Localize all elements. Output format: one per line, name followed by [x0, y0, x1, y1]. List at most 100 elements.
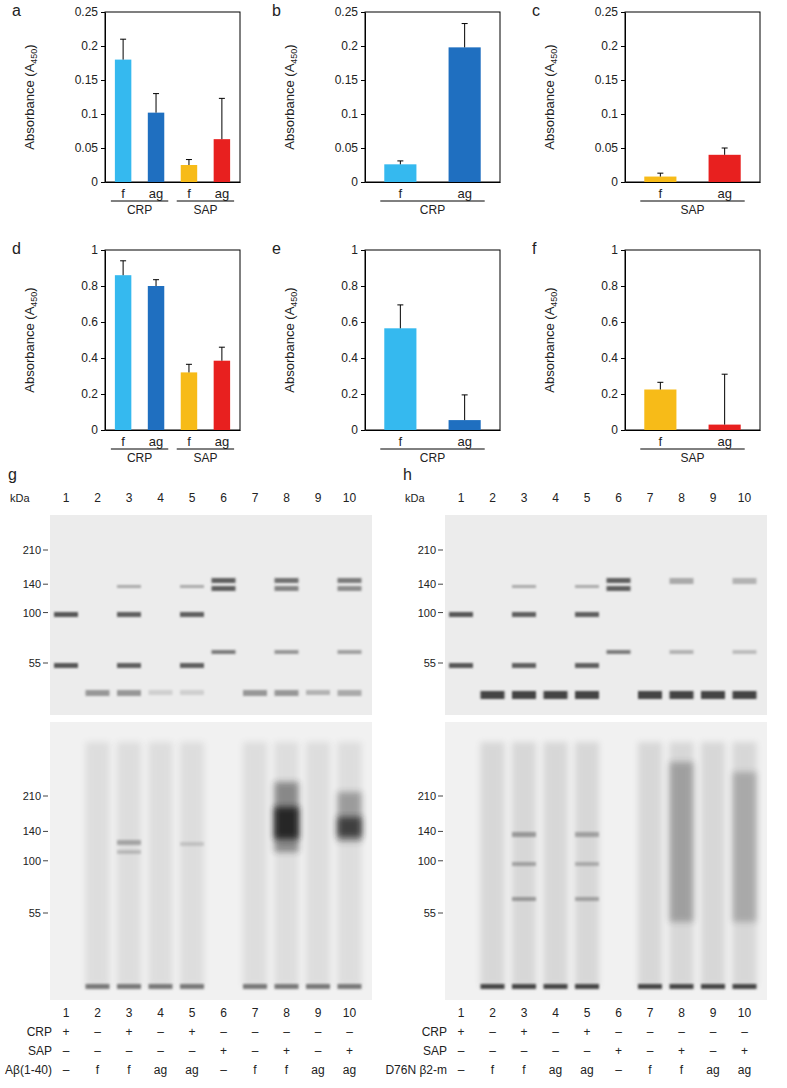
y-tick: 1 [611, 243, 625, 257]
row-value: – [458, 1044, 465, 1058]
panel-label: e [272, 240, 281, 257]
gel-band [607, 578, 631, 583]
row-value: ag [706, 1063, 719, 1077]
gel-band [338, 650, 362, 654]
lane-number: 4 [157, 491, 164, 505]
y-tick: 0.05 [75, 141, 105, 155]
x-tick-label: f [399, 186, 403, 201]
bar [148, 113, 164, 182]
y-tick-mark [101, 322, 105, 323]
y-axis-line [105, 251, 106, 431]
row-value: f [127, 1063, 131, 1077]
y-tick-label: 0.4 [81, 351, 98, 365]
gel-smear [670, 742, 694, 987]
panel: d00.20.40.60.81fagfagCRPSAPAbsorbance (A… [12, 240, 241, 465]
y-tick-mark [361, 114, 365, 115]
panel-label: f [532, 240, 537, 257]
x-tick: ag [457, 182, 471, 201]
gel-band [338, 792, 362, 842]
x-tick-label: f [399, 434, 403, 449]
bar [644, 390, 676, 431]
x-tick: f [187, 430, 191, 449]
row-value: ag [154, 1063, 167, 1077]
marker-label: 55 [29, 907, 41, 919]
y-axis-title-part: Absorbance (A [22, 63, 37, 149]
y-tick-mark [361, 80, 365, 81]
gel-smear [180, 742, 204, 987]
y-tick-mark [621, 430, 625, 431]
lane-number: 5 [189, 1006, 196, 1020]
lane-number: 8 [678, 1006, 685, 1020]
y-tick: 0.25 [75, 5, 105, 19]
gel-band [243, 984, 267, 989]
y-tick-mark [361, 322, 365, 323]
y-tick-mark [101, 286, 105, 287]
y-tick-label: 0 [351, 175, 358, 189]
lane-number: 3 [126, 491, 133, 505]
y-tick: 0.1 [341, 107, 365, 121]
y-tick-mark [621, 46, 625, 47]
y-tick-mark [361, 250, 365, 251]
gel-band [512, 663, 536, 668]
y-tick-label: 0.4 [341, 351, 358, 365]
x-tick: ag [717, 430, 731, 449]
row-value: – [346, 1025, 353, 1039]
y-tick-mark [361, 148, 365, 149]
lane-number: 7 [252, 491, 259, 505]
row-value: + [615, 1044, 622, 1058]
row-label: SAP [28, 1044, 52, 1058]
panel: f00.20.40.60.81fagSAPAbsorbance (A450) [532, 240, 761, 465]
y-axis-line [625, 13, 626, 183]
lane-number: 5 [189, 491, 196, 505]
x-tick-label: f [121, 186, 125, 201]
y-tick-mark [361, 12, 365, 13]
plot-frame [625, 250, 760, 430]
bar [214, 139, 230, 182]
group-line [177, 449, 234, 450]
y-tick-label: 0.25 [75, 5, 99, 19]
row-value: + [457, 1025, 464, 1039]
y-tick: 0.6 [81, 315, 105, 329]
y-tick-label: 1 [91, 243, 98, 257]
lane-number: 10 [738, 1006, 752, 1020]
row-value: – [647, 1025, 654, 1039]
y-axis-title-part: ) [542, 287, 557, 291]
gel-band [180, 842, 204, 846]
x-axis: fagfag [106, 430, 241, 449]
error-bar [397, 305, 403, 328]
row-value: ag [343, 1063, 356, 1077]
x-tick: ag [149, 430, 163, 449]
row-value: – [315, 1044, 322, 1058]
gel-band [481, 691, 505, 699]
marker-label: 140 [23, 825, 41, 837]
row-value: f [253, 1063, 257, 1077]
group-label: CRP [420, 451, 445, 465]
y-tick-mark [101, 114, 105, 115]
row-value: – [521, 1044, 528, 1058]
y-tick-mark [101, 80, 105, 81]
lane-number: 7 [647, 1006, 654, 1020]
marker-label: 140 [23, 578, 41, 590]
x-axis: fagfag [106, 182, 241, 201]
lane-number: 10 [343, 491, 357, 505]
marker-label: 140 [418, 825, 436, 837]
panel-label: h [403, 466, 412, 483]
x-tick: ag [215, 182, 229, 201]
y-tick-label: 0.2 [81, 387, 98, 401]
y-axis-title: Absorbance (A450) [282, 287, 299, 392]
y-tick-label: 0.1 [601, 107, 618, 121]
y-tick-label: 0.25 [335, 5, 359, 19]
y-axis-title-part: ) [282, 44, 297, 48]
y-tick-label: 0.2 [601, 387, 618, 401]
gel-band [86, 690, 110, 696]
marker-tick [438, 663, 443, 664]
lane-number: 5 [584, 1006, 591, 1020]
gel-band [117, 663, 141, 668]
y-axis-title: Absorbance (A450) [282, 44, 299, 149]
row-label: CRP [27, 1025, 52, 1039]
x-tick-label: ag [215, 186, 229, 201]
row-value: + [520, 1025, 527, 1039]
marks [644, 374, 740, 430]
x-axis-line [366, 182, 501, 183]
lane-number: 10 [738, 491, 752, 505]
